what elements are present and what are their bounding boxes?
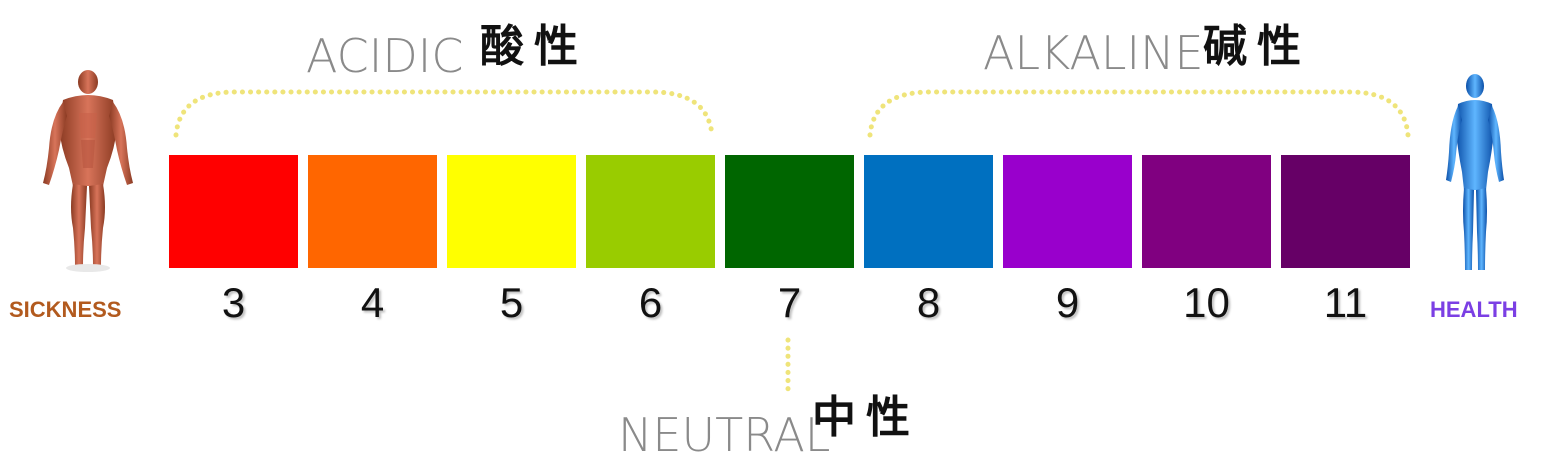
ph-number-3: 3 [221, 279, 246, 326]
ph-swatch-8 [864, 155, 993, 268]
ph-number-10: 10 [1183, 279, 1230, 326]
ph-number-9: 9 [1055, 279, 1080, 326]
alkaline-cn-label: 碱性 [1203, 21, 1311, 72]
alkaline-label: ALKALINE [983, 26, 1204, 80]
ph-number-8: 8 [916, 279, 941, 326]
ph-swatch-7 [725, 155, 854, 268]
neutral-label: NEUTRAL [618, 408, 831, 462]
neutral-cn-label: 中性 [812, 392, 920, 443]
sickness-label: SICKNESS [9, 297, 122, 322]
alkaline-bracket [867, 89, 1411, 138]
ph-swatch-10 [1142, 155, 1271, 268]
ph-number-11: 11 [1323, 279, 1368, 326]
ph-swatch-9 [1003, 155, 1132, 268]
sick-body-figure-icon [43, 70, 133, 272]
ph-swatch-5 [447, 155, 576, 268]
ph-number-6: 6 [638, 279, 663, 326]
ph-number-4: 4 [360, 279, 385, 326]
ph-swatch-6 [586, 155, 715, 268]
ph-number-7: 7 [777, 279, 802, 326]
healthy-body-figure-icon [1446, 74, 1504, 270]
acidic-bracket [173, 89, 715, 138]
ph-swatch-3 [169, 155, 298, 268]
health-label: HEALTH [1430, 297, 1518, 322]
ph-swatch-4 [308, 155, 437, 268]
ph-swatch-11 [1281, 155, 1410, 268]
ph-number-5: 5 [499, 279, 524, 326]
acidic-label: ACIDIC [306, 29, 464, 83]
acidic-cn-label: 酸性 [480, 21, 588, 72]
